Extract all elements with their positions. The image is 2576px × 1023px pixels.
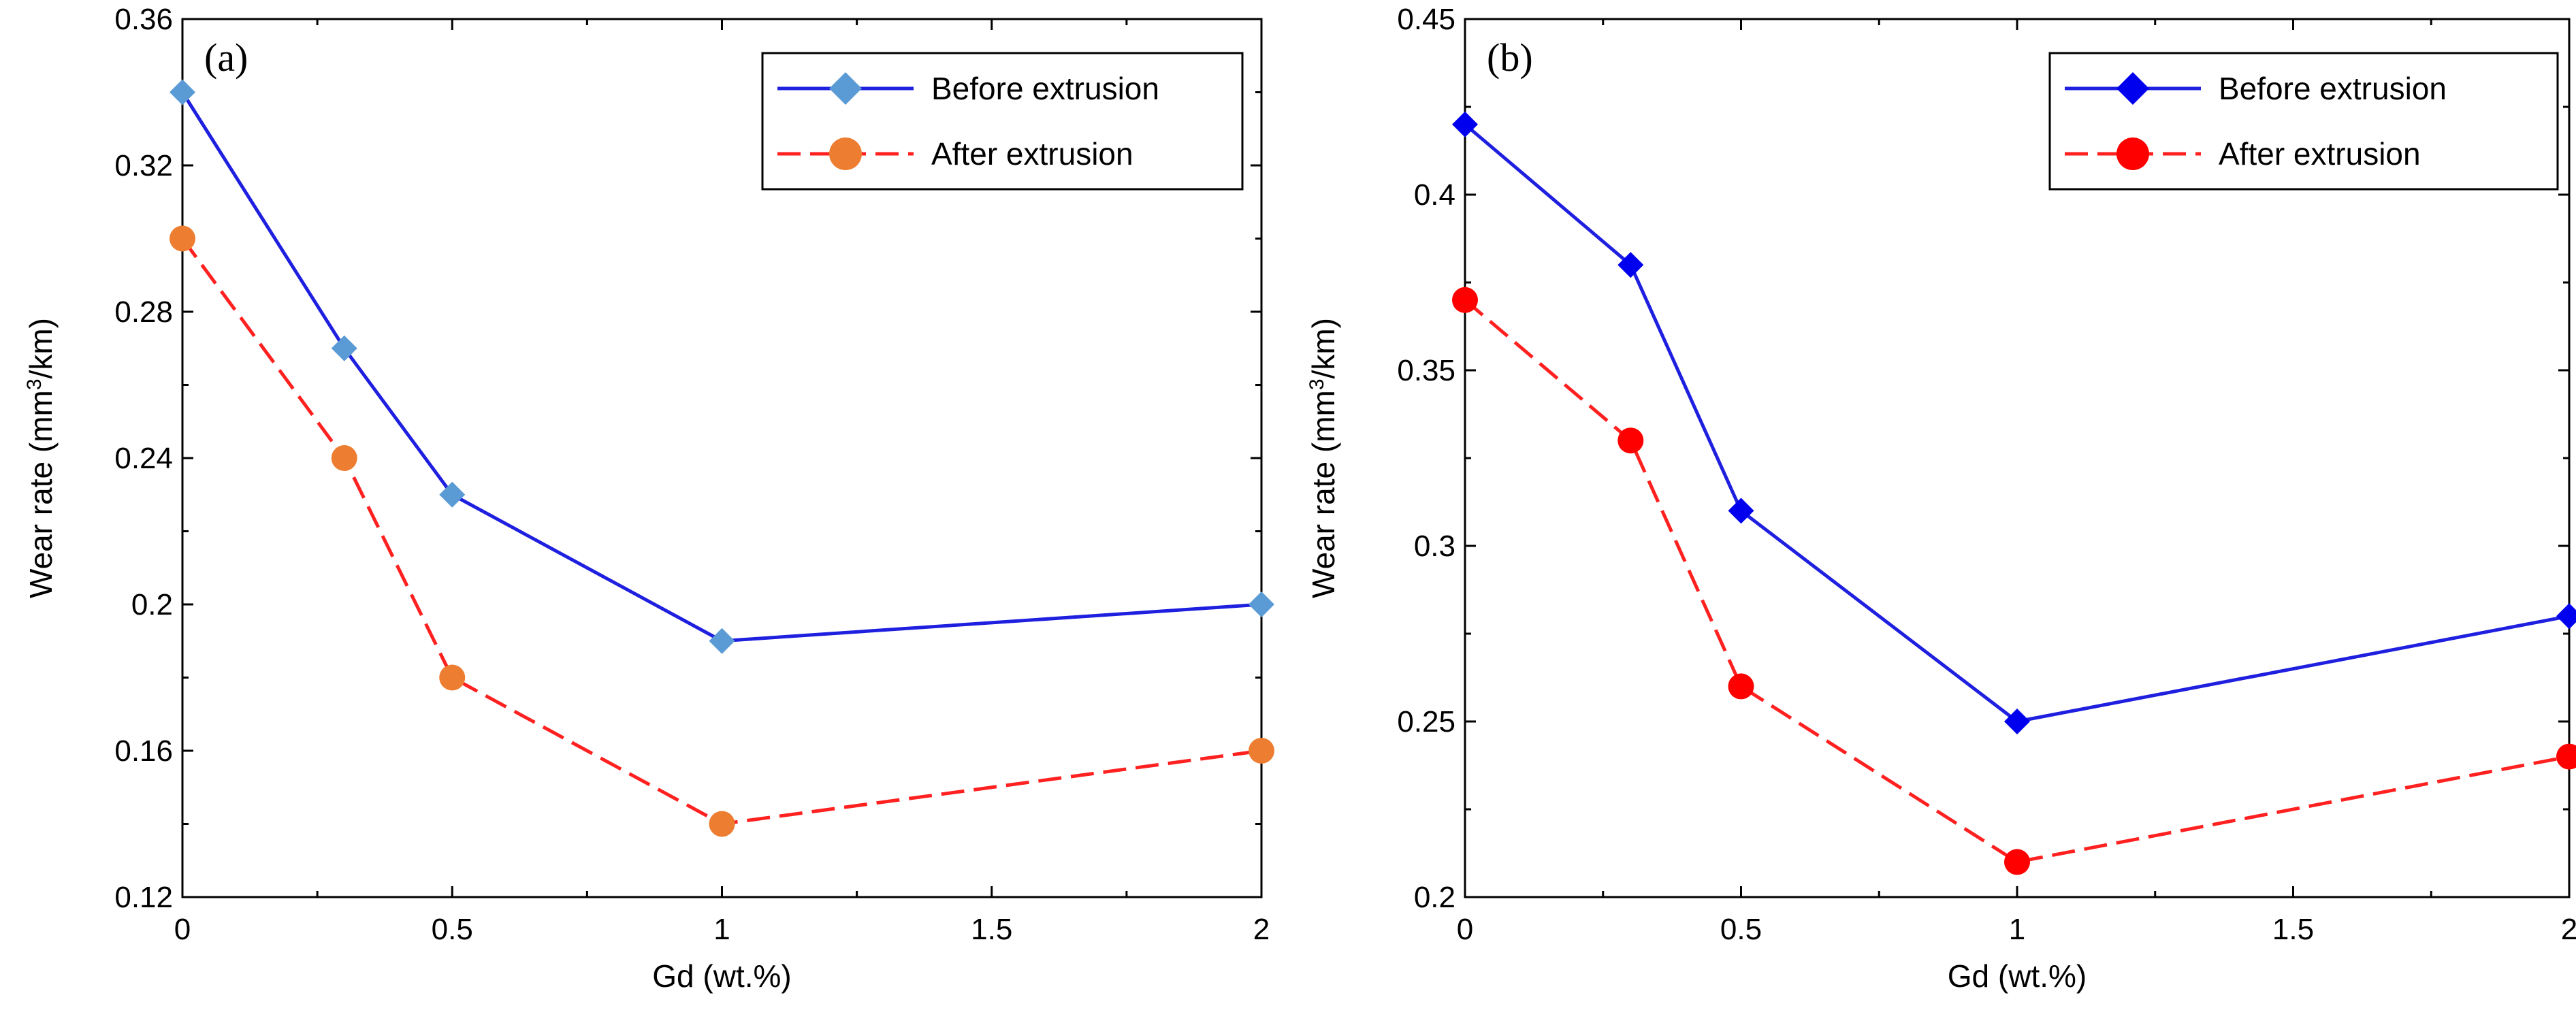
y-tick-label: 0.45 xyxy=(1397,3,1455,36)
series-line xyxy=(1464,298,2570,864)
y-tick-label: 0.16 xyxy=(114,734,173,768)
data-point-diamond xyxy=(709,628,735,654)
data-point-diamond xyxy=(170,79,195,105)
y-axis-title: Wear rate (mm3/km) xyxy=(23,318,59,598)
panel-label: (b) xyxy=(1487,35,1533,80)
y-axis-title-main: Wear rate (mm xyxy=(1306,390,1341,598)
series-after-extrusion xyxy=(170,225,1274,837)
y-tick-label: 0.2 xyxy=(1414,881,1455,914)
data-point-circle xyxy=(439,664,466,691)
x-axis-title: Gd (wt.%) xyxy=(652,958,791,994)
data-point-circle xyxy=(1452,287,1478,313)
y-axis-title-main: Wear rate (mm xyxy=(23,390,59,598)
x-tick-label: 2 xyxy=(2561,913,2576,946)
data-point-circle xyxy=(2004,849,2030,875)
data-point-diamond xyxy=(439,481,466,508)
data-point-diamond xyxy=(1617,252,1644,278)
legend-marker-diamond xyxy=(2116,72,2149,105)
y-tick-label: 0.24 xyxy=(114,442,173,475)
y-tick-label: 0.4 xyxy=(1414,178,1455,212)
legend-marker-diamond xyxy=(829,72,862,105)
series-line xyxy=(180,238,1262,826)
x-tick-label: 1.5 xyxy=(2272,913,2314,946)
legend-label: After extrusion xyxy=(2219,136,2421,172)
data-point-diamond xyxy=(1728,498,1754,524)
y-axis-title-tail: /km) xyxy=(1306,318,1341,378)
legend-label: Before extrusion xyxy=(931,71,1159,106)
data-point-circle xyxy=(1728,673,1754,700)
x-tick-label: 1.5 xyxy=(971,913,1012,946)
y-axis-title: Wear rate (mm3/km) xyxy=(1306,318,1342,598)
y-tick-label: 0.35 xyxy=(1397,354,1455,387)
y-axis-title-superscript: 3 xyxy=(23,378,46,390)
legend-marker-circle xyxy=(2116,137,2149,170)
y-tick-label: 0.25 xyxy=(1397,705,1455,738)
data-point-diamond xyxy=(331,335,357,361)
series-before-extrusion xyxy=(1452,111,2576,734)
data-point-circle xyxy=(1249,738,1274,764)
y-tick-label: 0.36 xyxy=(114,3,173,36)
data-point-diamond xyxy=(2004,709,2030,734)
y-axis-title-tail: /km) xyxy=(23,318,59,378)
legend-marker-circle xyxy=(829,137,862,170)
data-point-circle xyxy=(709,811,735,837)
series-line xyxy=(1464,123,2570,724)
series-before-extrusion xyxy=(170,79,1274,654)
data-point-diamond xyxy=(1249,591,1274,617)
series-after-extrusion xyxy=(1452,287,2576,875)
x-tick-label: 1 xyxy=(713,913,730,946)
x-tick-label: 1 xyxy=(2009,913,2025,946)
legend-label: After extrusion xyxy=(931,136,1133,172)
x-tick-label: 0.5 xyxy=(1720,913,1762,946)
data-point-circle xyxy=(331,445,357,471)
legend: Before extrusion After extrusion xyxy=(2048,52,2559,191)
x-tick-label: 0 xyxy=(174,913,191,946)
y-axis-title-superscript: 3 xyxy=(1306,378,1328,390)
data-point-diamond xyxy=(1452,111,1478,137)
x-tick-label: 2 xyxy=(1253,913,1270,946)
x-axis-title: Gd (wt.%) xyxy=(1948,958,2087,994)
x-tick-label: 0.5 xyxy=(432,913,473,946)
y-tick-label: 0.3 xyxy=(1414,530,1455,563)
data-point-diamond xyxy=(2556,603,2576,630)
data-point-circle xyxy=(2556,743,2576,770)
data-point-circle xyxy=(1617,427,1644,454)
panel-label: (a) xyxy=(204,35,248,80)
legend: Before extrusion After extrusion xyxy=(761,52,1244,191)
data-point-circle xyxy=(170,225,195,252)
legend-label: Before extrusion xyxy=(2219,71,2447,106)
panel-b: 0.2 0.25 0.3 0.35 0.4 0.45 0 0.5 1 1.5 2 Gd (wt.%) W… xyxy=(1306,3,2576,994)
panel-a: 0.12 0.16 0.2 0.24 0.28 0.32 0.36 0 0.5 1 1.5 2 Gd (… xyxy=(23,3,1274,994)
y-tick-label: 0.12 xyxy=(114,881,173,914)
y-tick-label: 0.28 xyxy=(114,295,173,329)
x-tick-label: 0 xyxy=(1457,913,1473,946)
y-tick-label: 0.2 xyxy=(131,588,173,621)
y-tick-label: 0.32 xyxy=(114,149,173,182)
